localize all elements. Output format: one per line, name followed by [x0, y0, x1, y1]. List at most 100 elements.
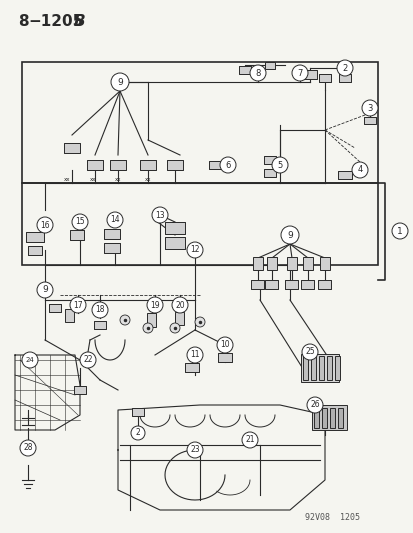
Circle shape: [361, 100, 377, 116]
Text: 6: 6: [225, 160, 230, 169]
Bar: [74, 386, 86, 394]
Circle shape: [131, 426, 145, 440]
Bar: [338, 74, 350, 82]
Circle shape: [20, 440, 36, 456]
Circle shape: [216, 337, 233, 353]
Circle shape: [291, 65, 307, 81]
Text: 92V08  1205: 92V08 1205: [304, 513, 359, 522]
Bar: [64, 143, 80, 153]
Text: 24: 24: [26, 357, 34, 363]
Bar: [319, 256, 329, 270]
Circle shape: [37, 282, 53, 298]
Circle shape: [301, 344, 317, 360]
Text: 25: 25: [304, 348, 314, 357]
Bar: [238, 66, 250, 74]
Circle shape: [187, 347, 202, 363]
Bar: [285, 279, 298, 288]
Text: 19: 19: [150, 301, 159, 310]
Bar: [302, 69, 316, 78]
Text: 4: 4: [356, 166, 362, 174]
Circle shape: [142, 323, 153, 333]
Circle shape: [107, 212, 123, 228]
Bar: [104, 229, 120, 239]
Circle shape: [271, 157, 287, 173]
Bar: [301, 279, 314, 288]
Bar: [147, 313, 156, 327]
Text: 2: 2: [135, 429, 140, 438]
Bar: [132, 408, 144, 416]
Bar: [252, 256, 262, 270]
Text: 12: 12: [190, 246, 199, 254]
Circle shape: [111, 73, 129, 91]
Bar: [300, 354, 338, 382]
Bar: [286, 256, 296, 270]
Bar: [218, 353, 231, 362]
Bar: [327, 356, 332, 380]
Text: 22: 22: [83, 356, 93, 365]
Bar: [266, 256, 276, 270]
Text: 9: 9: [117, 77, 123, 86]
Bar: [312, 406, 347, 431]
Circle shape: [242, 432, 257, 448]
Bar: [263, 156, 275, 164]
Bar: [104, 243, 120, 253]
Bar: [185, 364, 199, 373]
Text: 14: 14: [110, 215, 119, 224]
Bar: [265, 279, 278, 288]
Bar: [322, 408, 327, 428]
Text: xx: xx: [90, 177, 96, 182]
Bar: [70, 230, 84, 240]
Circle shape: [152, 207, 168, 223]
Bar: [26, 232, 44, 242]
Bar: [330, 408, 335, 428]
Text: B: B: [74, 14, 85, 29]
Bar: [319, 356, 324, 380]
Bar: [263, 169, 275, 177]
Circle shape: [391, 223, 407, 239]
Text: 9: 9: [287, 230, 292, 239]
Text: 21: 21: [244, 435, 254, 445]
Circle shape: [171, 297, 188, 313]
Text: 2: 2: [342, 63, 347, 72]
Circle shape: [22, 352, 38, 368]
Bar: [338, 408, 343, 428]
Bar: [140, 160, 156, 170]
Text: 26: 26: [309, 400, 319, 409]
Text: xx: xx: [64, 177, 70, 182]
Circle shape: [37, 217, 53, 233]
Bar: [166, 160, 183, 170]
Text: 9: 9: [42, 286, 48, 295]
Bar: [49, 304, 61, 312]
Bar: [22, 183, 377, 265]
Bar: [165, 237, 185, 249]
Text: 8: 8: [255, 69, 260, 77]
Text: 15: 15: [75, 217, 85, 227]
Text: xx: xx: [114, 177, 121, 182]
Text: 7: 7: [297, 69, 302, 77]
Text: −1205: −1205: [28, 14, 83, 29]
Bar: [22, 62, 377, 183]
Text: 28: 28: [23, 443, 33, 453]
Bar: [311, 356, 316, 380]
Text: 16: 16: [40, 221, 50, 230]
Circle shape: [120, 315, 130, 325]
Bar: [209, 161, 221, 169]
Text: 11: 11: [190, 351, 199, 359]
Bar: [318, 74, 330, 82]
Text: 18: 18: [95, 305, 104, 314]
Bar: [175, 311, 184, 325]
Circle shape: [80, 352, 96, 368]
Text: 10: 10: [220, 341, 229, 350]
Text: 20: 20: [175, 301, 184, 310]
Bar: [65, 309, 74, 321]
Circle shape: [92, 302, 108, 318]
Bar: [165, 222, 185, 234]
Text: 3: 3: [366, 103, 372, 112]
Bar: [87, 160, 103, 170]
Text: 5: 5: [277, 160, 282, 169]
Text: 1: 1: [396, 227, 402, 236]
Text: 17: 17: [73, 301, 83, 310]
Bar: [337, 171, 351, 179]
Circle shape: [72, 214, 88, 230]
Circle shape: [187, 442, 202, 458]
